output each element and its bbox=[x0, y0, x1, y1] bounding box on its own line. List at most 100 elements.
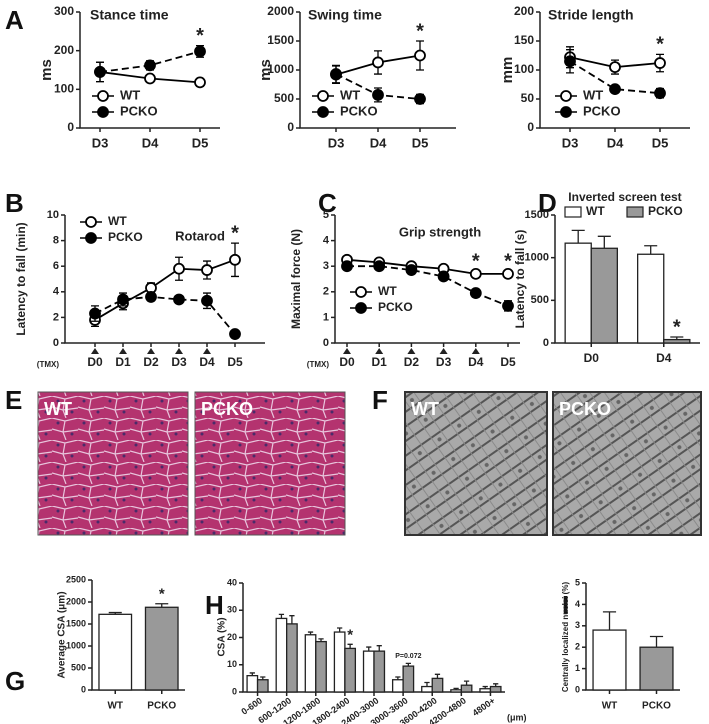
error-bar bbox=[347, 643, 353, 649]
error-bar bbox=[278, 613, 285, 619]
tmx-marker bbox=[119, 348, 127, 354]
tmx-marker bbox=[439, 348, 448, 354]
marker bbox=[564, 55, 576, 68]
error-bar bbox=[376, 645, 382, 652]
micrograph-label: PCKO bbox=[201, 399, 253, 419]
legend-label: PCKO bbox=[378, 300, 413, 314]
y-tick-label: 500 bbox=[531, 294, 549, 306]
bar bbox=[256, 679, 269, 693]
y-axis-label: ms bbox=[38, 59, 55, 81]
x-tick-label: D3 bbox=[436, 355, 452, 369]
y-tick-label: 2000 bbox=[267, 4, 294, 18]
bar bbox=[246, 675, 259, 693]
micrograph-label: WT bbox=[44, 399, 72, 419]
legend-label: PCKO bbox=[648, 204, 683, 218]
y-tick-label: 0 bbox=[67, 120, 74, 134]
y-axis-label: Latency to fall (min) bbox=[14, 222, 28, 335]
y-tick-label: 10 bbox=[227, 659, 237, 669]
bar bbox=[373, 650, 386, 693]
y-tick-label: 2 bbox=[323, 286, 329, 298]
micrograph bbox=[552, 391, 702, 536]
y-tick-label: 6 bbox=[53, 260, 59, 272]
bar bbox=[479, 688, 492, 693]
y-tick-label: 2000 bbox=[66, 596, 86, 606]
bar bbox=[391, 679, 404, 693]
marker bbox=[144, 59, 156, 72]
marker bbox=[372, 56, 384, 69]
micrograph bbox=[194, 391, 346, 536]
y-tick-label: 4 bbox=[575, 599, 580, 609]
micrographs: WT PCKO WT PCKO bbox=[37, 391, 702, 536]
marker bbox=[201, 264, 213, 276]
error-bar bbox=[597, 235, 611, 249]
marker bbox=[201, 294, 213, 307]
x-tick-label: D5 bbox=[192, 135, 209, 150]
marker bbox=[414, 93, 426, 105]
y-tick-label: 3 bbox=[575, 620, 580, 630]
x-tick-label: D3 bbox=[328, 135, 345, 150]
x-tick-label: 4800+ bbox=[471, 695, 497, 718]
line bbox=[94, 258, 236, 321]
x-tick-label: D2 bbox=[143, 355, 159, 369]
x-tick-label: D5 bbox=[500, 355, 516, 369]
y-tick-label: 0 bbox=[232, 686, 237, 696]
bar bbox=[431, 677, 444, 693]
legend-marker bbox=[317, 106, 329, 118]
y-tick-label: 30 bbox=[227, 605, 237, 615]
marker bbox=[173, 262, 185, 275]
chart: 0 500 1000 1500 2000 2500 WT PCKO Average CSA (μ… bbox=[57, 574, 185, 712]
tmx-marker bbox=[407, 348, 416, 354]
legend-label: WT bbox=[108, 214, 127, 228]
y-tick-label: 50 bbox=[521, 91, 535, 105]
x-tick-label: PCKO bbox=[147, 701, 176, 712]
bar bbox=[144, 606, 179, 691]
marker bbox=[117, 293, 129, 306]
marker bbox=[469, 287, 482, 299]
micrograph bbox=[37, 391, 189, 536]
x-tick-label: D4 bbox=[468, 355, 484, 369]
micrograph-label: WT bbox=[411, 399, 439, 419]
annotation: * bbox=[472, 251, 480, 273]
legend-marker bbox=[355, 286, 367, 298]
legend-swatch bbox=[564, 206, 582, 218]
bar bbox=[663, 338, 691, 344]
y-tick-label: 0 bbox=[287, 120, 294, 134]
x-tick-label: D4 bbox=[607, 135, 624, 150]
marker bbox=[372, 89, 384, 101]
legend-label: WT bbox=[378, 284, 397, 298]
marker bbox=[194, 76, 206, 89]
bar bbox=[333, 631, 346, 693]
tmx-marker bbox=[203, 348, 211, 354]
chart: 0 1 2 3 4 5 D0 D1 D2 D3 D4 D5 (TMX) Grip strength Maxi… bbox=[289, 209, 520, 369]
marker bbox=[405, 264, 418, 276]
panel-label: E bbox=[5, 385, 22, 415]
marker bbox=[330, 68, 342, 80]
marker bbox=[229, 253, 241, 266]
annotation: * bbox=[416, 20, 424, 42]
y-tick-label: 5 bbox=[323, 209, 329, 221]
x-tick-label: D4 bbox=[142, 135, 159, 150]
tmx-marker bbox=[471, 348, 480, 354]
chart: 0 1 2 3 4 5 WT PCKO Centrally localized nuclei (… bbox=[561, 577, 680, 712]
micrograph bbox=[404, 391, 548, 536]
y-tick-label: 1500 bbox=[267, 33, 294, 47]
x-tick-label: PCKO bbox=[642, 701, 671, 712]
marker bbox=[341, 260, 353, 273]
x-prefix: (TMX) bbox=[307, 360, 330, 369]
marker bbox=[373, 260, 386, 273]
bar bbox=[489, 685, 502, 693]
y-tick-label: 0 bbox=[81, 684, 86, 694]
legend-marker bbox=[85, 232, 97, 244]
x-tick-label: D5 bbox=[412, 135, 429, 150]
panel-label: B bbox=[5, 188, 24, 218]
y-tick-label: 1000 bbox=[267, 62, 294, 76]
marker bbox=[89, 307, 101, 320]
y-tick-label: 4 bbox=[323, 235, 330, 247]
y-tick-label: 100 bbox=[54, 82, 74, 96]
error-bar bbox=[424, 681, 430, 687]
error-bar bbox=[337, 627, 343, 633]
y-tick-label: 1000 bbox=[525, 252, 549, 264]
legend-label: WT bbox=[340, 87, 360, 102]
legend-marker bbox=[97, 90, 109, 102]
error-bar bbox=[571, 229, 585, 244]
